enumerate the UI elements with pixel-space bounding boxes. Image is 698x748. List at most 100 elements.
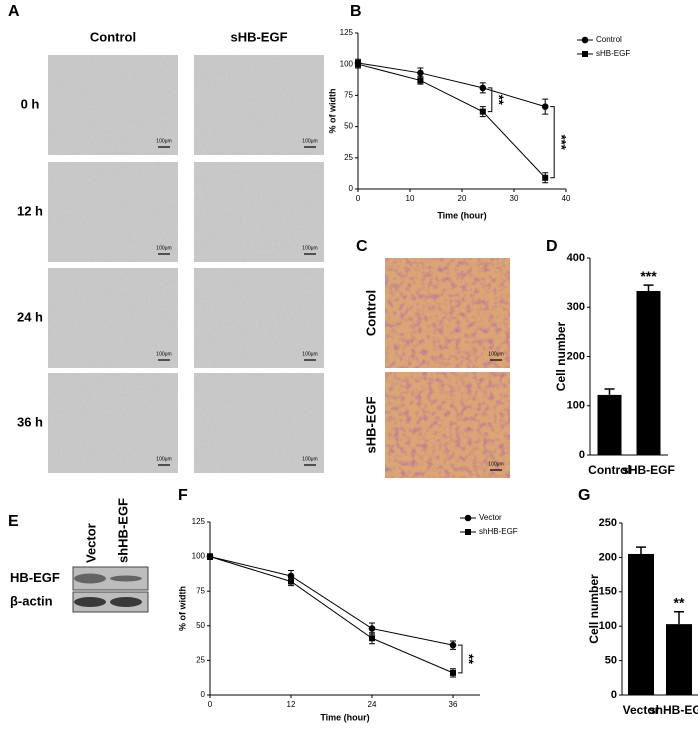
micrograph-texture — [48, 162, 178, 262]
panel-label: B — [350, 3, 362, 20]
panel-label: F — [178, 487, 188, 504]
row-label: sHB-EGF — [363, 396, 378, 453]
scale-bar-label: 100μm — [488, 351, 503, 357]
x-tick-label: Control — [588, 463, 631, 477]
x-tick-label: 0 — [208, 700, 213, 709]
column-header: sHB-EGF — [230, 29, 287, 44]
protein-label: HB-EGF — [10, 570, 60, 585]
blot-band — [74, 573, 106, 584]
significance-label: ** — [462, 654, 477, 665]
bar — [666, 624, 692, 695]
row-label: 12 h — [17, 203, 43, 218]
row-label: Control — [363, 290, 378, 336]
y-tick-label: 50 — [344, 122, 353, 131]
row-label: 24 h — [17, 309, 43, 324]
panel-label: G — [578, 487, 590, 504]
marker — [417, 77, 424, 84]
bar — [597, 394, 622, 455]
marker — [450, 669, 456, 676]
scale-bar-label: 100μm — [156, 456, 171, 462]
marker — [369, 635, 375, 642]
significance-label: *** — [640, 268, 657, 284]
y-tick-label: 125 — [192, 517, 206, 526]
scale-bar-label: 100μm — [302, 138, 317, 144]
row-label: 36 h — [17, 414, 43, 429]
significance-label: ** — [674, 594, 685, 610]
y-axis-label: % of width — [327, 89, 337, 134]
panel-label: C — [356, 238, 368, 255]
marker — [582, 51, 588, 57]
x-axis-label: Time (hour) — [437, 210, 486, 220]
micrograph-texture — [194, 268, 324, 368]
series-line — [209, 556, 454, 646]
x-axis-label: Time (hour) — [320, 712, 369, 722]
x-tick-label: 10 — [406, 194, 415, 203]
error-bar — [674, 611, 684, 625]
marker — [581, 36, 589, 44]
lane-label: Vector — [83, 523, 98, 563]
y-tick-label: 0 — [579, 449, 585, 461]
marker — [368, 625, 376, 632]
series-line — [209, 556, 454, 674]
marker — [479, 108, 486, 115]
protein-label: β-actin — [10, 593, 53, 608]
significance-bracket — [487, 87, 493, 113]
scale-bar-label: 100μm — [156, 245, 171, 251]
scale-bar-label: 100μm — [156, 351, 171, 357]
y-tick-label: 250 — [599, 517, 617, 529]
x-tick-label: 24 — [368, 700, 377, 709]
scale-bar-label: 100μm — [488, 461, 503, 467]
y-tick-label: 0 — [611, 689, 617, 701]
y-tick-label: 100 — [599, 620, 617, 632]
y-tick-label: 25 — [344, 153, 353, 162]
row-label: 0 h — [21, 96, 40, 111]
legend-label: Control — [596, 35, 622, 44]
error-bar — [643, 284, 654, 291]
scale-bar-label: 100μm — [302, 456, 317, 462]
y-axis-label: Cell number — [587, 574, 601, 644]
micrograph-texture — [48, 268, 178, 368]
micrograph-texture — [194, 55, 324, 155]
significance-label: *** — [554, 135, 569, 151]
legend-label: Vector — [479, 513, 502, 522]
micrograph-texture — [194, 373, 324, 473]
marker — [449, 641, 457, 649]
y-tick-label: 75 — [344, 91, 353, 100]
series-line — [357, 62, 546, 108]
error-bar — [636, 546, 646, 554]
column-header: Control — [90, 29, 136, 44]
error-bar — [604, 388, 615, 395]
y-tick-label: 300 — [567, 301, 585, 313]
marker — [479, 84, 487, 92]
blot-band — [110, 597, 142, 607]
y-tick-label: 50 — [605, 655, 617, 667]
y-tick-label: 75 — [196, 586, 205, 595]
marker — [542, 174, 549, 181]
y-tick-label: 400 — [567, 252, 585, 264]
bar — [636, 290, 661, 455]
panel-label: E — [8, 513, 19, 530]
significance-bracket — [458, 644, 463, 674]
micrograph-texture — [48, 55, 178, 155]
scale-bar-label: 100μm — [302, 351, 317, 357]
x-tick-label: Vector — [623, 703, 660, 717]
marker — [355, 61, 361, 68]
y-tick-label: 50 — [196, 621, 205, 630]
y-axis-label: % of width — [177, 586, 187, 631]
marker — [465, 529, 471, 535]
y-tick-label: 150 — [599, 586, 617, 598]
x-tick-label: 36 — [449, 700, 458, 709]
scale-bar-label: 100μm — [302, 245, 317, 251]
y-tick-label: 200 — [599, 551, 617, 563]
y-tick-label: 100 — [340, 59, 354, 68]
y-tick-label: 200 — [567, 350, 585, 362]
y-tick-label: 0 — [201, 690, 206, 699]
panel-label: D — [546, 238, 558, 255]
y-axis-label: Cell number — [554, 322, 568, 392]
legend-label: sHB-EGF — [596, 49, 630, 58]
panel-label: A — [8, 3, 20, 20]
legend-label: shHB-EGF — [479, 527, 518, 536]
micrograph-texture — [385, 372, 510, 478]
marker — [207, 553, 213, 560]
